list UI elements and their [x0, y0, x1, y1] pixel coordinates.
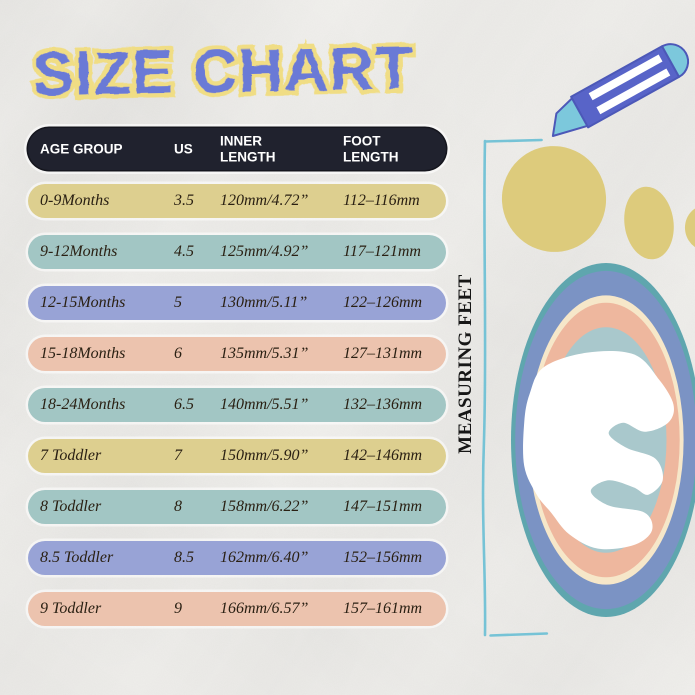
- svg-text:MEASURING FEET: MEASURING FEET: [455, 274, 476, 454]
